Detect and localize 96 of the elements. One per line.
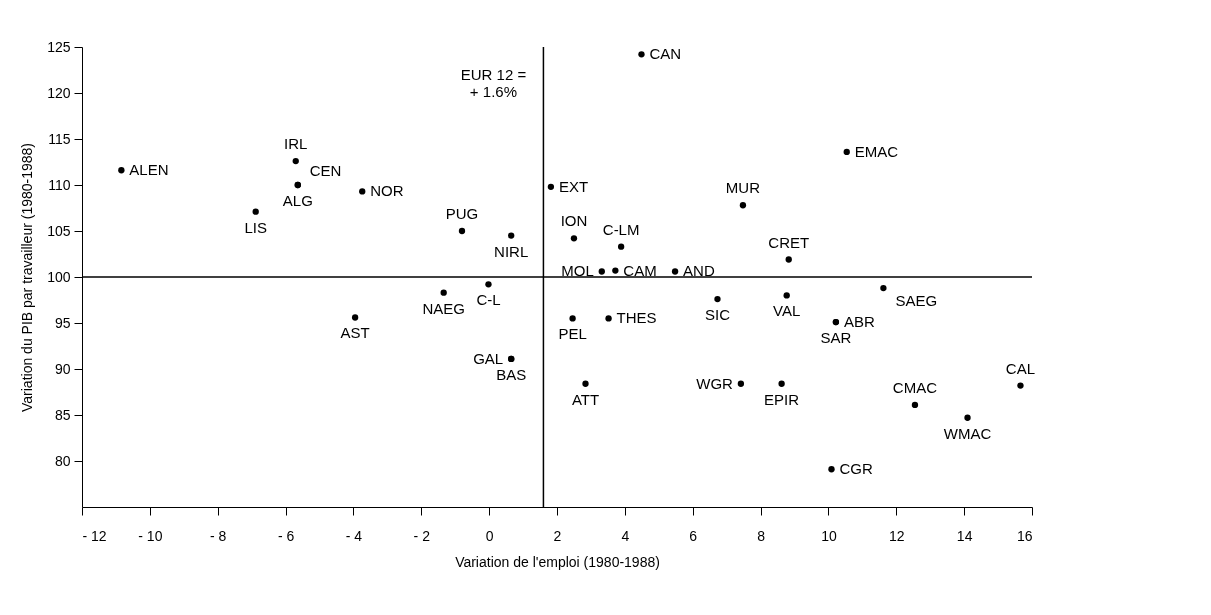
series-label: PUG [445,205,479,222]
series-label: ALG [282,192,313,209]
point [671,268,679,275]
series-label: WGR [696,374,734,392]
y-tick-label: 80 [54,452,71,469]
point [440,289,447,296]
series-label: CAM [623,261,657,279]
point [570,235,578,242]
point [569,315,576,322]
point [617,243,625,250]
series-label: NAEG [422,299,465,317]
y-tick-label: 115 [48,130,71,147]
point [778,380,785,387]
y-tick-label: 95 [54,314,71,331]
point [582,380,589,387]
series-label: NIRL [494,242,529,260]
x-tick-label: 8 [757,527,766,544]
point [714,295,721,303]
y-tick-label: 120 [47,84,71,101]
x-tick-label: 14 [956,527,973,544]
point [785,256,792,263]
series-label: EMAC [854,142,899,160]
series-label: CAL [1005,359,1036,377]
series-label: AND [683,262,715,280]
point [547,183,555,190]
x-tick-label: 6 [689,527,698,544]
series-label: BAS [496,365,527,383]
series-label: ABR [843,313,875,331]
series-label: CEN [309,162,342,179]
series-label: ATT [571,390,600,408]
series-label: THES [616,309,657,327]
series-label: C-LM [602,220,640,238]
series-label: PEL [558,325,587,343]
series-label: MOL [561,262,594,280]
point [739,202,747,209]
point [458,227,466,235]
point [605,315,612,322]
y-tick-label: 90 [54,360,71,377]
series-label: NOR [370,182,404,200]
point [638,51,645,58]
series-label: VAL [773,302,801,320]
series-label: SAEG [895,292,938,310]
x-tick-label: 12 [889,527,905,544]
series-label: LIS [244,218,267,236]
x-tick-label: - 8 [210,527,227,544]
series-label: SAR [820,329,852,347]
x-tick-label: - 2 [413,527,431,544]
y-tick-label: 105 [47,222,71,239]
y-tick-label: 85 [54,406,71,423]
y-axis-title: Variation du PIB par travailleur (1980-1988) [19,142,36,413]
point [783,292,790,299]
x-axis-title: Variation de l'emploi (1980-1988) [455,553,660,570]
point [828,466,835,473]
x-tick-label: 10 [821,527,837,544]
point [252,208,259,215]
point [911,401,919,409]
point [351,314,359,321]
series-label: WMAC [943,424,992,442]
series-label: ALEN [129,161,169,179]
x-tick-label: 2 [553,527,562,544]
series-label: ION [560,212,588,230]
point [1017,382,1024,389]
point [612,267,619,274]
series-label: C-L [476,291,501,309]
series-label: GAL [473,349,504,367]
point [292,157,299,165]
point [737,380,745,387]
y-tick-label: 125 [47,38,71,55]
annotation: EUR 12 = + 1.6% [460,65,527,100]
x-tick-label: 0 [485,527,494,544]
point [508,232,515,239]
series-label: CAN [649,45,682,63]
x-tick-label: 16 [1016,527,1033,544]
point [964,414,971,421]
series-label: CMAC [892,378,938,396]
x-tick-label: - 12 [82,527,107,544]
point [843,148,850,156]
x-tick-label: - 4 [345,527,363,544]
series-label: IRL [284,135,308,153]
point [359,188,366,195]
series-label: AST [340,324,370,342]
point [598,268,605,275]
series-label: EPIR [764,390,800,408]
y-tick-label: 100 [47,268,71,285]
series-label: SIC [704,306,731,324]
x-tick-label: 4 [621,527,630,544]
series-label: CGR [839,460,873,478]
series-label: CRET [768,233,810,251]
series-label: MUR [725,179,761,197]
point [880,284,887,292]
y-tick-label: 110 [48,176,71,193]
point [118,167,125,174]
x-tick-label: - 6 [277,527,295,544]
series-label: EXT [558,177,589,195]
x-tick-label: - 10 [138,527,163,544]
point [485,281,492,288]
